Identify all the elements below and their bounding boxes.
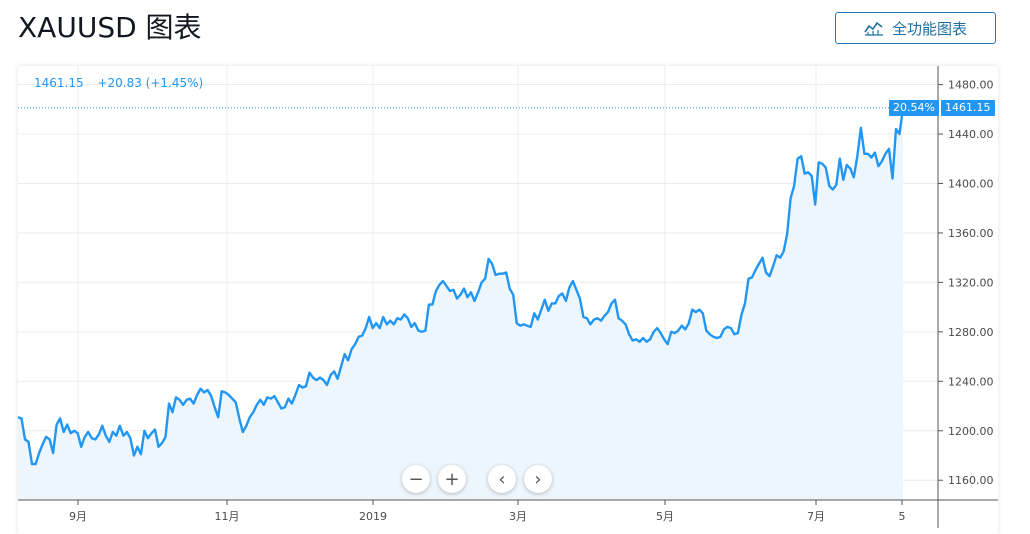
y-tick-label: 1160.00 (948, 474, 994, 487)
full-chart-label: 全功能图表 (891, 20, 967, 38)
percent-badge: 20.54% (889, 99, 939, 116)
legend-price: 1461.15 (34, 76, 84, 90)
axis-layer: 1160.00 1200.00 1240.00 1280.00 1320.00 1360.… (18, 66, 998, 528)
last-price-badge: 1461.15 (941, 99, 995, 116)
scroll-right-button[interactable]: › (524, 465, 552, 493)
price-line (17, 107, 905, 466)
y-tick-label: 1400.00 (948, 177, 994, 190)
chart-line-icon (864, 20, 884, 36)
page-title: XAUUSD 图表 (18, 11, 202, 44)
full-chart-button[interactable]: 全功能图表 (835, 12, 996, 44)
y-tick-label: 1240.00 (948, 375, 994, 388)
x-tick-label: 9月 (69, 510, 87, 523)
area-layer (17, 107, 938, 500)
y-tick-label: 1360.00 (948, 227, 994, 240)
y-tick-label: 1320.00 (948, 276, 994, 289)
chart-legend: 1461.15 +20.83 (+1.45%) (34, 76, 213, 90)
x-tick-label: 3月 (509, 510, 527, 523)
x-tick-label: 5月 (656, 510, 674, 523)
legend-change: +20.83 (+1.45%) (97, 76, 204, 90)
y-tick-label: 1280.00 (948, 326, 994, 339)
y-tick-label: 1440.00 (948, 128, 994, 141)
price-area (18, 108, 903, 500)
x-tick-label: 2019 (359, 510, 387, 523)
scroll-left-button[interactable]: ‹ (488, 465, 516, 493)
x-tick-label: 11月 (215, 510, 240, 523)
y-tick-label: 1480.00 (948, 79, 994, 92)
y-tick-label: 1200.00 (948, 425, 994, 438)
zoom-in-button[interactable]: + (438, 465, 466, 493)
zoom-out-button[interactable]: − (402, 465, 430, 493)
x-tick-label: 5 (899, 510, 906, 523)
x-tick-label: 7月 (807, 510, 825, 523)
